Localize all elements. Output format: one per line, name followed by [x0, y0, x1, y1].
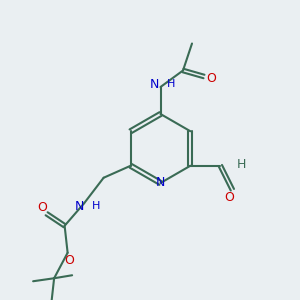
- Text: O: O: [207, 71, 216, 85]
- Text: H: H: [237, 158, 246, 171]
- Text: O: O: [37, 201, 47, 214]
- Text: N: N: [156, 176, 165, 190]
- Text: H: H: [167, 79, 176, 89]
- Text: H: H: [92, 201, 100, 211]
- Text: N: N: [75, 200, 84, 213]
- Text: O: O: [224, 191, 234, 204]
- Text: N: N: [150, 77, 159, 91]
- Text: O: O: [64, 254, 74, 267]
